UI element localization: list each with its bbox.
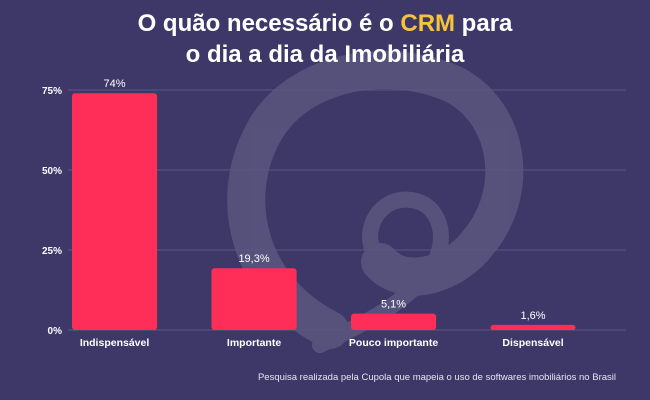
x-tick-label: Pouco importante	[349, 337, 438, 349]
bar	[211, 268, 297, 330]
title-line-2: o dia a dia da Imobiliária	[185, 41, 465, 68]
y-tick-label: 75%	[42, 86, 62, 97]
y-tick-label: 0%	[48, 326, 63, 337]
y-tick-label: 50%	[42, 166, 62, 177]
footnote: Pesquisa realizada pela Cupola que mapei…	[257, 372, 616, 383]
bar	[490, 324, 576, 330]
title-highlight: CRM	[400, 10, 456, 37]
data-label: 19,3%	[238, 253, 269, 265]
title-line-1: O quão necessário é o CRM para	[0, 8, 650, 39]
x-tick-label: Indispensável	[80, 337, 150, 349]
data-label: 1,6%	[521, 310, 546, 322]
bars	[72, 93, 576, 330]
x-tick-label: Importante	[227, 337, 281, 349]
data-labels: 74% 19,3% 5,1% 1,6%	[104, 78, 546, 322]
data-label: 5,1%	[381, 299, 406, 311]
x-tick-label: Dispensável	[502, 337, 563, 349]
chart-title: O quão necessário é o CRM para o dia a d…	[0, 8, 650, 70]
y-tick-label: 25%	[42, 246, 62, 257]
bar	[72, 93, 158, 330]
y-axis: 0% 25% 50% 75%	[42, 86, 62, 337]
x-axis: Indispensável Importante Pouco importante D…	[80, 337, 564, 349]
title-part-2: para	[455, 10, 513, 37]
bar	[351, 313, 437, 330]
title-part-1: O quão necessário é o	[137, 10, 401, 37]
grid-lines	[68, 89, 626, 331]
data-label: 74%	[104, 78, 126, 90]
